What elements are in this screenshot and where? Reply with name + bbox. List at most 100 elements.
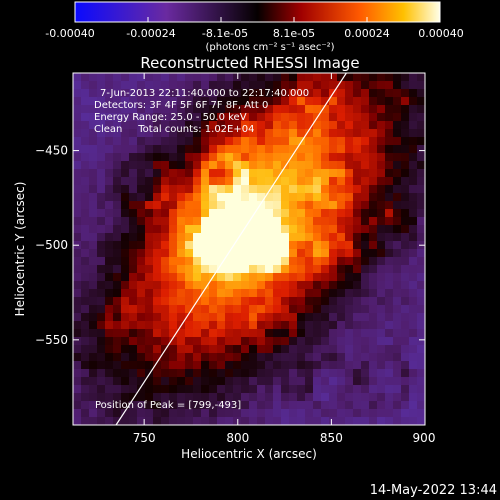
heatmap-cell xyxy=(145,177,154,186)
heatmap-cell xyxy=(121,177,130,186)
heatmap-cell xyxy=(337,337,346,346)
heatmap-cell xyxy=(105,217,114,226)
heatmap-cell xyxy=(297,89,306,98)
heatmap-cell xyxy=(393,369,402,378)
heatmap-cell xyxy=(233,297,242,306)
heatmap-cell xyxy=(121,201,130,210)
heatmap-cell xyxy=(337,89,346,98)
heatmap-cell xyxy=(249,81,258,90)
heatmap-cell xyxy=(121,241,130,250)
heatmap-cell xyxy=(305,113,314,122)
heatmap-cell xyxy=(297,393,306,402)
heatmap-cell xyxy=(305,129,314,138)
heatmap-cell xyxy=(385,121,394,130)
heatmap-cell xyxy=(129,121,138,130)
heatmap-cell xyxy=(305,417,314,425)
heatmap-cell xyxy=(137,153,146,162)
heatmap-cell xyxy=(73,369,82,378)
heatmap-cell xyxy=(305,121,314,130)
heatmap-cell xyxy=(249,161,258,170)
heatmap-cell xyxy=(417,297,425,306)
heatmap-cell xyxy=(385,185,394,194)
heatmap-cell xyxy=(305,281,314,290)
heatmap-cell xyxy=(265,369,274,378)
heatmap-cell xyxy=(153,81,162,90)
heatmap-cell xyxy=(265,337,274,346)
heatmap-cell xyxy=(89,233,98,242)
heatmap-cell xyxy=(137,361,146,370)
heatmap-cell xyxy=(409,113,418,122)
heatmap-cell xyxy=(137,393,146,402)
heatmap-cell xyxy=(401,89,410,98)
heatmap xyxy=(73,73,425,425)
heatmap-cell xyxy=(257,129,266,138)
heatmap-cell xyxy=(345,241,354,250)
heatmap-cell xyxy=(185,257,194,266)
heatmap-cell xyxy=(217,393,226,402)
heatmap-cell xyxy=(385,73,394,82)
heatmap-cell xyxy=(265,153,274,162)
heatmap-cell xyxy=(169,89,178,98)
heatmap-cell xyxy=(129,137,138,146)
heatmap-cell xyxy=(401,161,410,170)
heatmap-cell xyxy=(281,377,290,386)
heatmap-cell xyxy=(329,353,338,362)
heatmap-cell xyxy=(321,201,330,210)
heatmap-cell xyxy=(281,169,290,178)
heatmap-cell xyxy=(225,321,234,330)
heatmap-cell xyxy=(417,385,425,394)
heatmap-cell xyxy=(321,225,330,234)
heatmap-cell xyxy=(377,97,386,106)
heatmap-cell xyxy=(297,225,306,234)
heatmap-cell xyxy=(321,153,330,162)
heatmap-cell xyxy=(313,377,322,386)
heatmap-cell xyxy=(169,409,178,418)
heatmap-cell xyxy=(329,225,338,234)
heatmap-cell xyxy=(209,105,218,114)
heatmap-cell xyxy=(401,201,410,210)
heatmap-cell xyxy=(73,121,82,130)
heatmap-cell xyxy=(161,281,170,290)
heatmap-cell xyxy=(385,417,394,425)
heatmap-cell xyxy=(169,401,178,410)
heatmap-cell xyxy=(209,185,218,194)
heatmap-cell xyxy=(393,129,402,138)
heatmap-cell xyxy=(313,129,322,138)
heatmap-cell xyxy=(121,401,130,410)
heatmap-cell xyxy=(105,153,114,162)
heatmap-cell xyxy=(169,169,178,178)
heatmap-cell xyxy=(105,385,114,394)
heatmap-cell xyxy=(329,161,338,170)
heatmap-cell xyxy=(185,353,194,362)
heatmap-cell xyxy=(89,185,98,194)
heatmap-cell xyxy=(201,401,210,410)
heatmap-cell xyxy=(329,81,338,90)
heatmap-cell xyxy=(377,313,386,322)
heatmap-cell xyxy=(337,345,346,354)
heatmap-cell xyxy=(161,265,170,274)
heatmap-cell xyxy=(233,409,242,418)
heatmap-cell xyxy=(169,177,178,186)
heatmap-cell xyxy=(97,377,106,386)
heatmap-cell xyxy=(297,273,306,282)
heatmap-cell xyxy=(361,185,370,194)
heatmap-cell xyxy=(265,113,274,122)
heatmap-cell xyxy=(89,417,98,425)
heatmap-cell xyxy=(121,337,130,346)
heatmap-cell xyxy=(337,417,346,425)
heatmap-cell xyxy=(329,97,338,106)
heatmap-cell xyxy=(81,137,90,146)
heatmap-cell xyxy=(129,217,138,226)
heatmap-cell xyxy=(265,177,274,186)
heatmap-cell xyxy=(289,121,298,130)
heatmap-cell xyxy=(281,145,290,154)
heatmap-cell xyxy=(305,241,314,250)
heatmap-cell xyxy=(241,169,250,178)
heatmap-cell xyxy=(273,305,282,314)
heatmap-cell xyxy=(385,249,394,258)
heatmap-cell xyxy=(265,281,274,290)
heatmap-cell xyxy=(369,297,378,306)
heatmap-cell xyxy=(97,209,106,218)
heatmap-cell xyxy=(185,161,194,170)
heatmap-cell xyxy=(345,201,354,210)
